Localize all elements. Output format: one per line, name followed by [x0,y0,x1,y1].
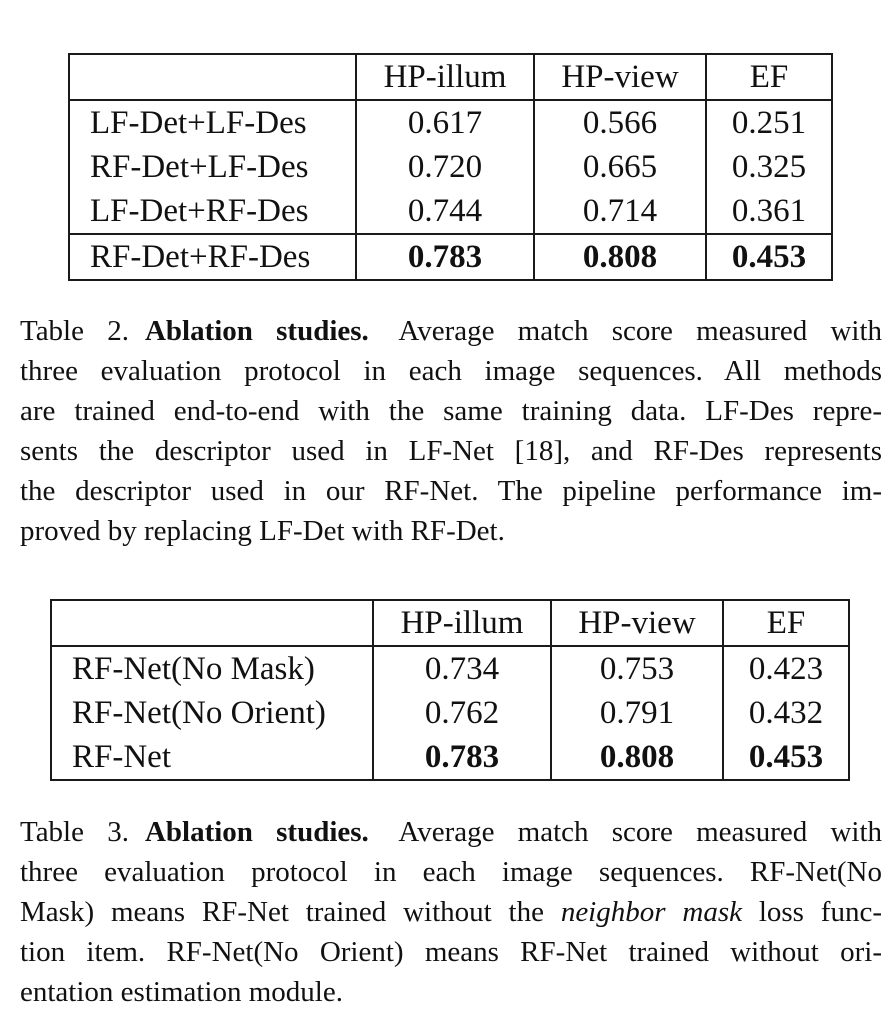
hp-view-cell: 0.791 [550,691,724,735]
ef-cell: 0.432 [722,691,850,735]
hp-illum-cell: 0.720 [355,145,535,189]
ef-cell: 0.251 [705,100,833,145]
ef-cell: 0.325 [705,145,833,189]
table-3: HP-illum HP-view EF RF-Net(No Mask) 0.73… [50,599,850,781]
caption-text: Average match score measured with [398,315,882,347]
ef-cell: 0.423 [722,646,850,691]
hp-illum-cell: 0.762 [372,691,552,735]
best-value: 0.808 [582,238,658,275]
table-row-best: RF-Net 0.783 0.808 0.453 [50,735,850,781]
caption-line: tion item. RF-Net(No Orient) means RF-Ne… [20,936,882,968]
table-2: HP-illum HP-view EF LF-Det+LF-Des 0.617 … [68,53,833,281]
table-row: RF-Det+LF-Des 0.720 0.665 0.325 [68,145,833,189]
best-value: 0.783 [407,238,483,275]
table-row: LF-Det+RF-Des 0.744 0.714 0.361 [68,189,833,234]
caption-label: Table 2. [20,315,129,347]
hp-illum-cell-best: 0.783 [355,233,535,281]
caption-line: sents the descriptor used in LF-Net [18]… [20,435,882,467]
caption-text: Mask) means RF-Net trained without the [20,896,544,928]
hp-illum-cell: 0.734 [372,646,552,691]
hp-view-cell: 0.665 [533,145,707,189]
caption-line: proved by replacing LF-Det with RF-Det. [20,515,505,547]
caption-line: three evaluation protocol in each image … [20,355,882,387]
hp-illum-cell: 0.617 [355,100,535,145]
method-cell: RF-Det+LF-Des [68,145,357,189]
caption-line: entation estimation module. [20,976,343,1008]
caption-line: Table 2. Ablation studies. Average match … [20,311,882,351]
method-cell: RF-Net [50,735,374,781]
header-cell-hp-illum: HP-illum [372,599,552,647]
hp-view-cell-best: 0.808 [550,735,724,781]
table-header-row: HP-illum HP-view EF [68,53,833,101]
method-cell: LF-Det+RF-Des [68,189,357,234]
caption-text: Average match score measured with [398,816,882,848]
method-cell: LF-Det+LF-Des [68,100,357,145]
ef-cell: 0.361 [705,189,833,234]
caption-emphasis: neighbor mask [560,896,742,928]
hp-illum-cell: 0.744 [355,189,535,234]
best-value: 0.808 [599,738,675,775]
table-header-row: HP-illum HP-view EF [50,599,850,647]
table-row: LF-Det+LF-Des 0.617 0.566 0.251 [68,100,833,145]
table-row-best: RF-Det+RF-Des 0.783 0.808 0.453 [68,233,833,281]
caption-line: three evaluation protocol in each image … [20,856,882,888]
best-value: 0.453 [731,238,807,275]
header-cell-hp-view: HP-view [533,53,707,101]
hp-view-cell: 0.714 [533,189,707,234]
caption-line: are trained end-to-end with the same tra… [20,395,882,427]
best-value: 0.783 [424,738,500,775]
caption-line: Table 3. Ablation studies. Average match … [20,812,882,852]
hp-view-cell-best: 0.808 [533,233,707,281]
table-row: RF-Net(No Mask) 0.734 0.753 0.423 [50,646,850,691]
table-row: RF-Net(No Orient) 0.762 0.791 0.432 [50,691,850,735]
method-cell: RF-Net(No Mask) [50,646,374,691]
hp-illum-cell-best: 0.783 [372,735,552,781]
best-value: 0.453 [748,738,824,775]
caption-line: Mask) means RF-Net trained without the n… [20,892,882,932]
ef-cell-best: 0.453 [705,233,833,281]
caption-line: the descriptor used in our RF-Net. The p… [20,475,882,507]
caption-title: Ablation studies. [144,315,369,347]
table-3-caption: Table 3. Ablation studies. Average match … [20,812,882,1012]
header-cell-empty [68,53,357,101]
header-cell-empty [50,599,374,647]
caption-text: loss func- [758,896,882,928]
table-2-caption: Table 2. Ablation studies. Average match … [20,311,882,551]
header-cell-hp-illum: HP-illum [355,53,535,101]
method-cell: RF-Det+RF-Des [68,233,357,281]
header-cell-ef: EF [705,53,833,101]
header-cell-hp-view: HP-view [550,599,724,647]
caption-title: Ablation studies. [144,816,369,848]
ef-cell-best: 0.453 [722,735,850,781]
hp-view-cell: 0.566 [533,100,707,145]
hp-view-cell: 0.753 [550,646,724,691]
method-cell: RF-Net(No Orient) [50,691,374,735]
header-cell-ef: EF [722,599,850,647]
caption-label: Table 3. [20,816,129,848]
